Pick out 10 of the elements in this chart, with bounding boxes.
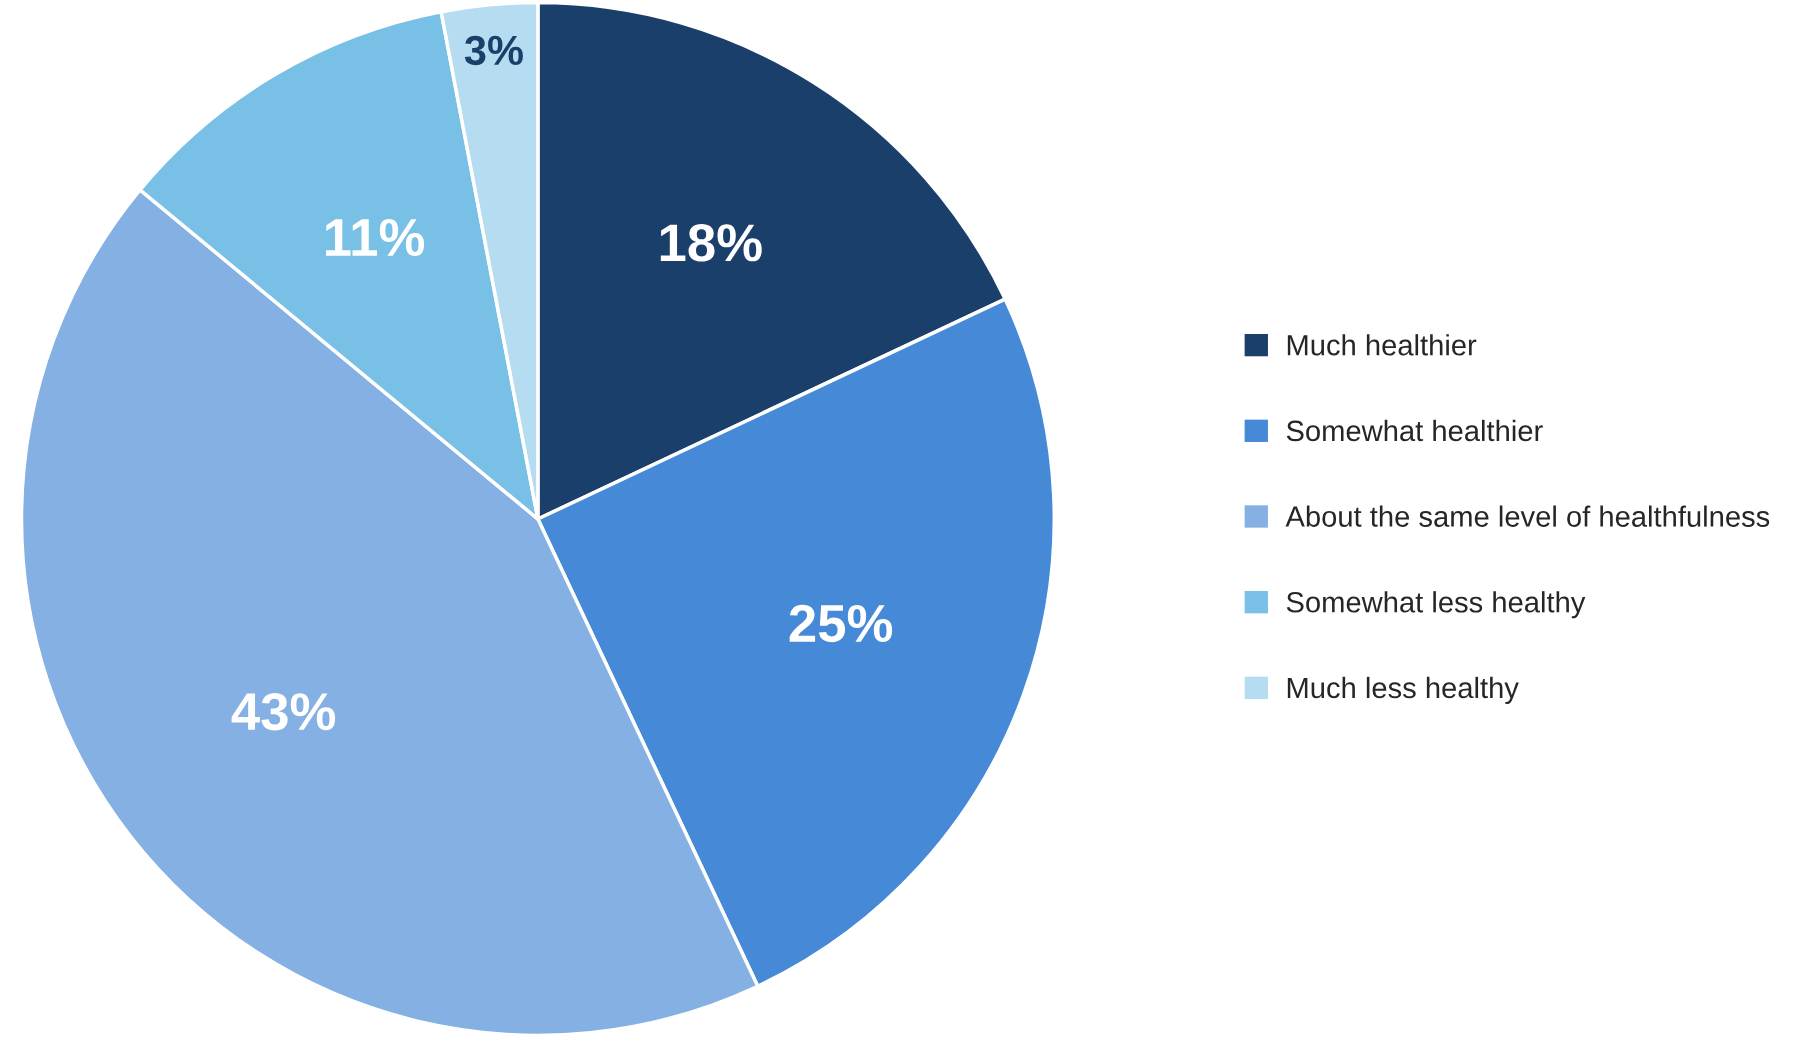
legend-label: Much less healthy <box>1287 676 1519 705</box>
data-label: 25% <box>789 604 893 643</box>
legend-label: Much healthier <box>1287 334 1477 356</box>
data-label: 3% <box>464 35 523 66</box>
legend-label: Somewhat less healthy <box>1286 591 1586 619</box>
data-label: 43% <box>231 693 336 731</box>
legend-label: About the same level of healthfulness <box>1285 505 1770 527</box>
data-label: 11% <box>326 218 425 257</box>
legend-label: Somewhat healthier <box>1286 419 1543 442</box>
data-label: 18% <box>660 224 762 262</box>
